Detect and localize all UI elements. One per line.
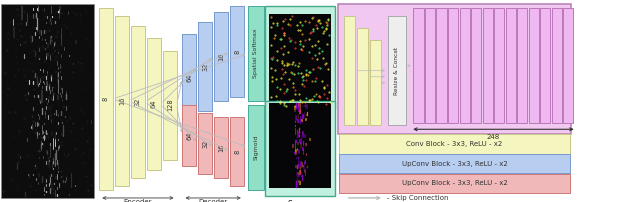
FancyBboxPatch shape bbox=[552, 8, 562, 123]
Text: Decoder: Decoder bbox=[198, 199, 228, 202]
FancyBboxPatch shape bbox=[265, 101, 335, 196]
FancyBboxPatch shape bbox=[248, 6, 264, 101]
Text: 64: 64 bbox=[151, 100, 157, 108]
FancyBboxPatch shape bbox=[339, 154, 570, 173]
Text: Sigmoid: Sigmoid bbox=[253, 135, 259, 160]
FancyBboxPatch shape bbox=[214, 117, 228, 178]
FancyBboxPatch shape bbox=[339, 134, 570, 154]
FancyBboxPatch shape bbox=[460, 8, 470, 123]
FancyBboxPatch shape bbox=[198, 113, 212, 174]
FancyBboxPatch shape bbox=[163, 50, 177, 160]
FancyBboxPatch shape bbox=[357, 28, 368, 125]
Text: UpConv Block - 3x3, ReLU - x2: UpConv Block - 3x3, ReLU - x2 bbox=[401, 180, 508, 186]
FancyBboxPatch shape bbox=[265, 6, 335, 109]
FancyBboxPatch shape bbox=[388, 16, 406, 125]
FancyBboxPatch shape bbox=[214, 12, 228, 101]
FancyBboxPatch shape bbox=[182, 105, 196, 166]
FancyBboxPatch shape bbox=[413, 8, 424, 123]
FancyBboxPatch shape bbox=[436, 8, 447, 123]
Text: Resize & Concat: Resize & Concat bbox=[394, 47, 399, 95]
Text: 8: 8 bbox=[234, 49, 240, 54]
FancyBboxPatch shape bbox=[540, 8, 550, 123]
Text: UpConv Block - 3x3, ReLU - x2: UpConv Block - 3x3, ReLU - x2 bbox=[401, 161, 508, 166]
Text: Conv Block - 3x3, ReLU - x2: Conv Block - 3x3, ReLU - x2 bbox=[406, 141, 502, 147]
FancyBboxPatch shape bbox=[1, 4, 94, 198]
FancyBboxPatch shape bbox=[448, 8, 458, 123]
FancyBboxPatch shape bbox=[483, 8, 493, 123]
FancyBboxPatch shape bbox=[494, 8, 504, 123]
FancyBboxPatch shape bbox=[425, 8, 435, 123]
FancyBboxPatch shape bbox=[115, 16, 129, 186]
FancyBboxPatch shape bbox=[198, 22, 212, 111]
Text: - Skip Connection: - Skip Connection bbox=[387, 195, 449, 201]
FancyBboxPatch shape bbox=[269, 14, 331, 107]
Text: Encoder: Encoder bbox=[124, 199, 152, 202]
Text: 8: 8 bbox=[234, 149, 240, 154]
FancyBboxPatch shape bbox=[517, 8, 527, 123]
FancyBboxPatch shape bbox=[131, 26, 145, 178]
FancyBboxPatch shape bbox=[471, 8, 481, 123]
Text: 32: 32 bbox=[202, 62, 208, 71]
FancyBboxPatch shape bbox=[338, 4, 571, 134]
FancyBboxPatch shape bbox=[563, 8, 573, 123]
FancyBboxPatch shape bbox=[370, 40, 381, 125]
Text: 16: 16 bbox=[119, 97, 125, 105]
FancyBboxPatch shape bbox=[182, 34, 196, 121]
FancyBboxPatch shape bbox=[344, 16, 355, 125]
Text: 32: 32 bbox=[135, 98, 141, 106]
Text: Locations: Locations bbox=[282, 0, 318, 2]
Text: 64: 64 bbox=[186, 131, 192, 140]
Text: Scores: Scores bbox=[287, 200, 312, 202]
Text: Spatial Softmax: Spatial Softmax bbox=[253, 29, 259, 78]
FancyBboxPatch shape bbox=[230, 117, 244, 186]
FancyBboxPatch shape bbox=[506, 8, 516, 123]
FancyBboxPatch shape bbox=[339, 174, 570, 193]
Text: 128: 128 bbox=[167, 99, 173, 111]
Text: 32: 32 bbox=[202, 139, 208, 148]
Text: 248: 248 bbox=[487, 134, 500, 140]
FancyBboxPatch shape bbox=[529, 8, 539, 123]
FancyBboxPatch shape bbox=[147, 38, 161, 170]
Text: 16: 16 bbox=[218, 52, 224, 61]
FancyBboxPatch shape bbox=[269, 103, 331, 188]
FancyBboxPatch shape bbox=[248, 105, 264, 190]
Text: 64: 64 bbox=[186, 74, 192, 82]
FancyBboxPatch shape bbox=[230, 6, 244, 97]
Text: 8: 8 bbox=[103, 97, 109, 101]
Text: 16: 16 bbox=[218, 143, 224, 152]
FancyBboxPatch shape bbox=[99, 8, 113, 190]
